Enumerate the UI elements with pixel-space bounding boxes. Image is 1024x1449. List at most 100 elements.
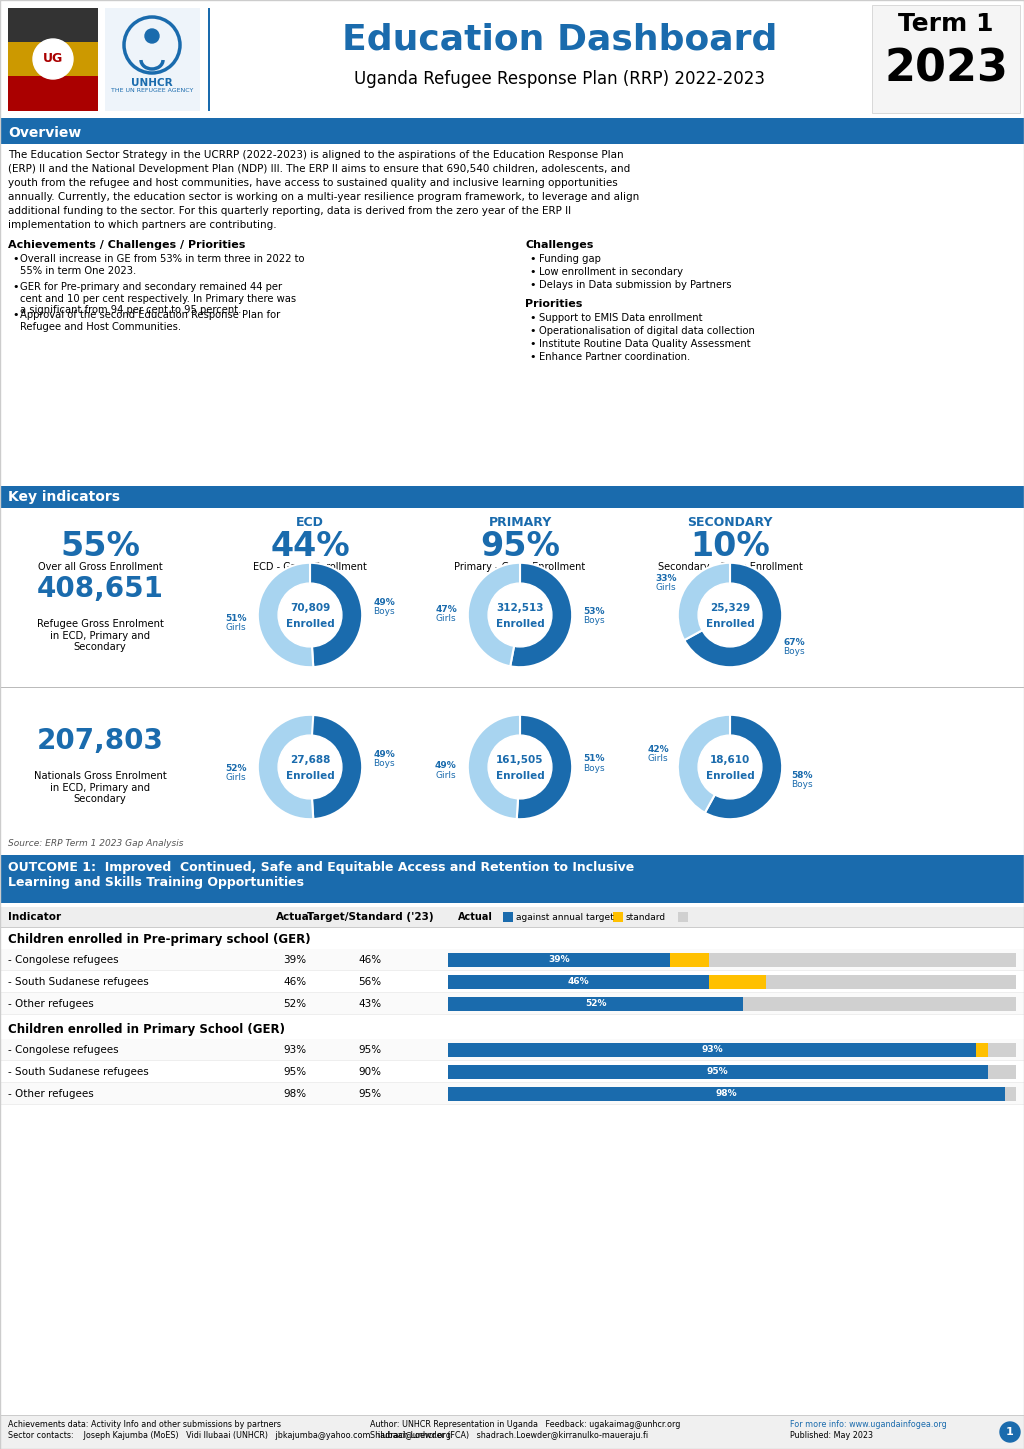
Text: Girls: Girls [225,772,246,782]
Text: 161,505: 161,505 [497,755,544,765]
Circle shape [488,582,552,646]
Text: 49%: 49% [435,761,457,771]
Bar [503,911,513,922]
Bar [449,1065,1016,1080]
Text: Uganda Refugee Response Plan (RRP) 2022-2023: Uganda Refugee Response Plan (RRP) 2022-… [354,70,766,88]
Text: 2023: 2023 [884,48,1008,91]
Text: Children enrolled in Pre-primary school (GER): Children enrolled in Pre-primary school … [8,933,310,946]
Text: SECONDARY: SECONDARY [687,516,773,529]
Bar [0,122,1024,143]
Text: 25,329: 25,329 [710,603,750,613]
Bar [0,1082,1024,1106]
Bar [0,907,1024,927]
Text: Enrolled: Enrolled [286,771,335,781]
Bar [449,1043,987,1056]
Text: 93%: 93% [284,1045,306,1055]
Bar [449,1087,1005,1101]
Circle shape [698,582,762,646]
Bar [8,75,98,112]
Text: Actual: Actual [458,911,493,922]
Text: Target/Standard ('23): Target/Standard ('23) [306,911,433,922]
Text: The Education Sector Strategy in the UCRRP (2022-2023) is aligned to the aspirat: The Education Sector Strategy in the UCR… [8,151,624,159]
Circle shape [279,582,342,646]
Text: Girls: Girls [655,582,677,593]
Text: Support to EMIS Data enrollment: Support to EMIS Data enrollment [539,313,702,323]
Text: 95%: 95% [707,1068,729,1077]
Wedge shape [468,562,520,667]
Wedge shape [258,714,313,819]
Text: ECD: ECD [296,516,324,529]
Bar [0,117,1024,122]
Text: Challenges: Challenges [525,241,593,251]
Text: 49%: 49% [374,749,395,759]
Text: 33%: 33% [655,574,677,582]
Text: 312,513: 312,513 [497,603,544,613]
Bar [449,975,710,990]
Text: 39%: 39% [548,955,569,965]
Bar [449,1065,987,1080]
Text: Key indicators: Key indicators [8,490,120,504]
Text: Published: May 2023: Published: May 2023 [790,1432,873,1440]
Bar [449,997,1016,1011]
Text: 58%: 58% [792,771,813,780]
Text: Boys: Boys [583,616,605,626]
Wedge shape [310,714,362,819]
Text: Indicator: Indicator [8,911,61,922]
Text: Secondary - Gross Enrollment: Secondary - Gross Enrollment [657,562,803,572]
Text: Term 1: Term 1 [898,12,993,36]
Text: 207,803: 207,803 [37,727,164,755]
Text: Actual: Actual [276,911,313,922]
Text: Sector contacts:    Joseph Kajumba (MoES)   Vidi Ilubaai (UNHCR)   jbkajumba@yah: Sector contacts: Joseph Kajumba (MoES) V… [8,1432,451,1440]
Bar [105,9,200,112]
Text: •: • [529,339,536,349]
Bar [0,1061,1024,1082]
Text: Nationals Gross Enrolment
in ECD, Primary and
Secondary: Nationals Gross Enrolment in ECD, Primar… [34,771,166,804]
Text: 98%: 98% [716,1090,737,1098]
Text: Overall increase in GE from 53% in term three in 2022 to
55% in term One 2023.: Overall increase in GE from 53% in term … [20,254,304,275]
Text: 70,809: 70,809 [290,603,330,613]
Text: - South Sudanese refugees: - South Sudanese refugees [8,977,148,987]
Text: PRIMARY: PRIMARY [488,516,552,529]
Text: Boys: Boys [374,759,395,768]
Bar [678,911,688,922]
Bar [449,1087,987,1101]
Circle shape [698,735,762,798]
Text: 55%: 55% [60,530,140,564]
Text: Enrolled: Enrolled [496,771,545,781]
Text: Approval of the second Education Response Plan for
Refugee and Host Communities.: Approval of the second Education Respons… [20,310,281,332]
Text: Source: ERP Term 1 2023 Gap Analysis: Source: ERP Term 1 2023 Gap Analysis [8,839,183,848]
Text: 93%: 93% [701,1046,723,1055]
Bar [0,971,1024,993]
Bar [0,1019,1024,1039]
Wedge shape [517,714,572,819]
Bar [449,953,1016,966]
Wedge shape [705,714,782,819]
Text: Enhance Partner coordination.: Enhance Partner coordination. [539,352,690,362]
Bar [0,485,1024,509]
Bar [8,42,98,75]
Wedge shape [468,714,520,819]
Text: UG: UG [43,52,63,65]
Text: Institute Routine Data Quality Assessment: Institute Routine Data Quality Assessmen… [539,339,751,349]
Text: Children enrolled in Primary School (GER): Children enrolled in Primary School (GER… [8,1023,285,1036]
Text: Funding gap: Funding gap [539,254,601,264]
Text: Shadrach Loewder (FCA)   shadrach.Loewder@kirranulko-maueraju.fi: Shadrach Loewder (FCA) shadrach.Loewder@… [370,1432,648,1440]
Wedge shape [310,562,362,667]
Text: GER for Pre-primary and secondary remained 44 per
cent and 10 per cent respectiv: GER for Pre-primary and secondary remain… [20,283,296,316]
Text: Low enrollment in secondary: Low enrollment in secondary [539,267,683,277]
Text: Girls: Girls [436,614,457,623]
Bar [0,0,1024,117]
Circle shape [33,39,73,80]
Bar [449,1087,1016,1101]
Circle shape [279,735,342,798]
Text: 39%: 39% [284,955,306,965]
Text: Overview: Overview [8,126,81,141]
Wedge shape [258,562,313,667]
Circle shape [145,29,159,43]
Text: 42%: 42% [647,745,669,753]
Bar [0,855,1024,903]
Wedge shape [678,714,730,813]
Text: additional funding to the sector. For this quarterly reporting, data is derived : additional funding to the sector. For th… [8,206,571,216]
Text: Boys: Boys [792,780,813,788]
Text: 95%: 95% [358,1090,382,1098]
